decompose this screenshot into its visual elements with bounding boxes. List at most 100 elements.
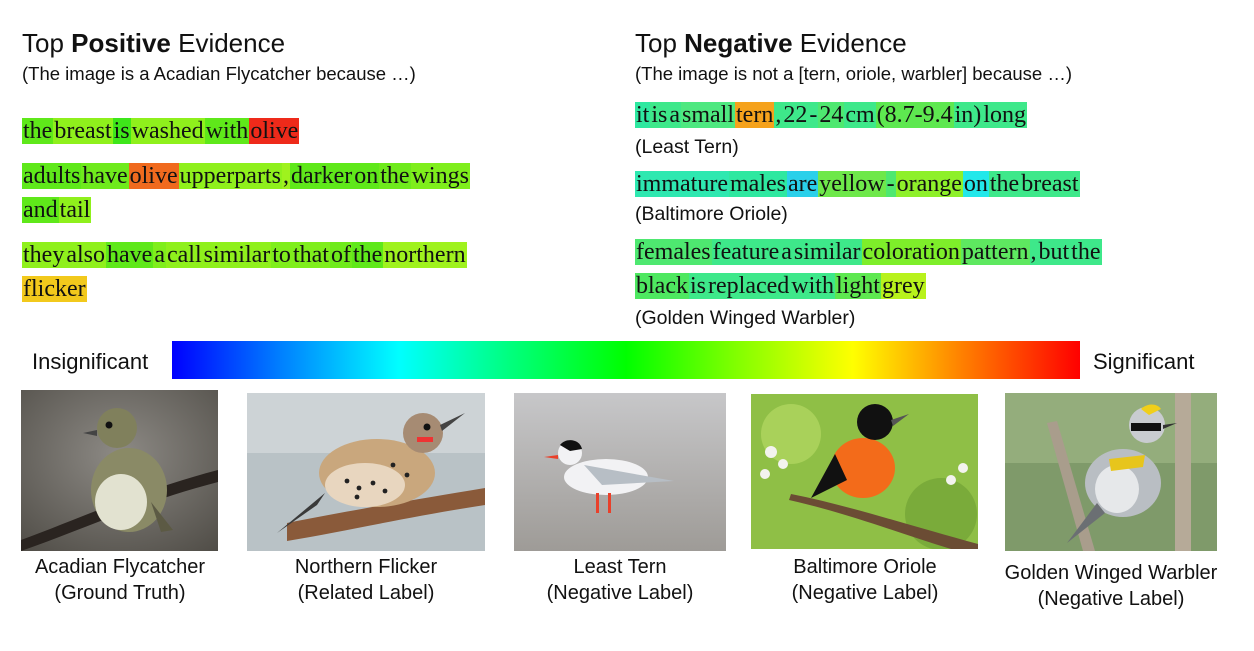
evidence-token: with: [790, 273, 835, 299]
evidence-token: is: [650, 102, 669, 128]
evidence-token: ,: [281, 163, 290, 189]
acadian-flycatcher-caption: Acadian Flycatcher (Ground Truth): [0, 554, 240, 606]
evidence-token: olive: [249, 118, 300, 144]
golden-winged-warbler-photo: [1005, 393, 1217, 551]
bird-name: Golden Winged Warbler: [1004, 562, 1218, 584]
positive-sentence-2: adultshaveoliveupperparts,darkeronthewin…: [22, 159, 602, 227]
evidence-token: (8.7-9.4: [875, 102, 954, 128]
negative-evidence-title: Top Negative Evidence: [635, 28, 907, 58]
evidence-token: ,: [1029, 239, 1038, 265]
negative-source-2: (Baltimore Oriole): [635, 203, 788, 225]
evidence-token: olive: [128, 163, 179, 189]
sentence-line: thebreastiswashedwitholive: [22, 114, 602, 148]
evidence-token: have: [106, 242, 154, 268]
evidence-token: a: [668, 102, 682, 128]
significance-colorbar: [172, 341, 1080, 379]
evidence-token: breast: [53, 118, 113, 144]
positive-evidence-title: Top Positive Evidence: [22, 28, 285, 58]
positive-title-prefix: Top: [22, 28, 72, 58]
evidence-token: males: [728, 171, 787, 197]
evidence-token: coloration: [861, 239, 961, 265]
sentence-line: theyalsohaveacallsimilartothatofthenorth…: [22, 238, 602, 272]
evidence-token: on: [353, 163, 380, 189]
bird-name: Northern Flicker: [294, 556, 438, 578]
golden-winged-warbler-caption: Golden Winged Warbler (Negative Label): [991, 560, 1231, 612]
negative-title-suffix: Evidence: [792, 28, 907, 58]
evidence-token: 22: [782, 102, 809, 128]
negative-sentence-2: immaturemalesareyellow-orangeonthebreast: [635, 167, 1235, 201]
evidence-token: orange: [895, 171, 963, 197]
evidence-token: similar: [202, 242, 272, 268]
evidence-token: and: [22, 197, 59, 223]
bird-role: (Negative Label): [791, 582, 939, 604]
evidence-token: -: [885, 171, 896, 197]
sentence-line: andtail: [22, 193, 602, 227]
evidence-token: are: [786, 171, 819, 197]
evidence-token: wings: [410, 163, 470, 189]
evidence-token: upperparts: [178, 163, 282, 189]
evidence-token: the: [351, 242, 384, 268]
evidence-token: a: [780, 239, 793, 265]
sentence-line: femalesfeatureasimilarcolorationpattern,…: [635, 235, 1235, 269]
evidence-token: call: [165, 242, 203, 268]
evidence-token: the: [379, 163, 411, 189]
bird-name: Least Tern: [573, 556, 667, 578]
evidence-token: 24: [818, 102, 845, 128]
baltimore-oriole-caption: Baltimore Oriole (Negative Label): [745, 554, 985, 606]
evidence-token: northern: [383, 242, 467, 268]
evidence-token: long: [982, 102, 1027, 128]
bird-role: (Related Label): [297, 582, 435, 604]
evidence-token: have: [81, 163, 129, 189]
negative-source-1: (Least Tern): [635, 136, 739, 158]
evidence-token: in): [953, 102, 983, 128]
sentence-line: immaturemalesareyellow-orangeonthebreast: [635, 167, 1235, 201]
evidence-token: flicker: [22, 276, 87, 302]
positive-title-bold: Positive: [71, 28, 171, 58]
northern-flicker-caption: Northern Flicker (Related Label): [246, 554, 486, 606]
northern-flicker-photo: [247, 393, 485, 551]
evidence-token: with: [204, 118, 250, 144]
evidence-token: similar: [792, 239, 862, 265]
evidence-token: adults: [22, 163, 82, 189]
evidence-token: immature: [635, 171, 729, 197]
negative-sentence-1: itisasmalltern,22-24cm(8.7-9.4in)long: [635, 98, 1235, 132]
evidence-token: of: [329, 242, 352, 268]
evidence-token: females: [635, 239, 712, 265]
evidence-token: to: [271, 242, 292, 268]
evidence-token: is: [112, 118, 131, 144]
evidence-token: ,: [774, 102, 783, 128]
sentence-line: adultshaveoliveupperparts,darkeronthewin…: [22, 159, 602, 193]
evidence-token: yellow: [818, 171, 886, 197]
negative-title-prefix: Top: [635, 28, 685, 58]
evidence-token: tern: [735, 102, 775, 128]
negative-sentence-3: femalesfeatureasimilarcolorationpattern,…: [635, 235, 1235, 303]
evidence-token: tail: [58, 197, 92, 223]
evidence-token: but: [1037, 239, 1071, 265]
evidence-token: washed: [130, 118, 205, 144]
negative-evidence-subtitle: (The image is not a [tern, oriole, warbl…: [635, 63, 1072, 84]
least-tern-photo: [514, 393, 726, 551]
evidence-token: small: [681, 102, 736, 128]
acadian-flycatcher-photo: [21, 390, 218, 551]
least-tern-caption: Least Tern (Negative Label): [500, 554, 740, 606]
evidence-token: a: [153, 242, 166, 268]
evidence-token: it: [635, 102, 651, 128]
baltimore-oriole-photo: [751, 394, 978, 549]
evidence-token: they: [22, 242, 66, 268]
evidence-token: breast: [1020, 171, 1080, 197]
evidence-token: darker: [289, 163, 354, 189]
evidence-token: -: [808, 102, 819, 128]
evidence-token: the: [988, 171, 1021, 197]
sentence-line: blackisreplacedwithlightgrey: [635, 269, 1235, 303]
sentence-line: itisasmalltern,22-24cm(8.7-9.4in)long: [635, 98, 1235, 132]
bird-role: (Negative Label): [546, 582, 694, 604]
evidence-token: is: [688, 273, 707, 299]
positive-sentence-1: thebreastiswashedwitholive: [22, 114, 602, 148]
evidence-token: cm: [844, 102, 876, 128]
negative-source-3: (Golden Winged Warbler): [635, 307, 856, 329]
colorbar-left-label: Insignificant: [32, 349, 149, 374]
bird-name: Baltimore Oriole: [793, 556, 937, 578]
bird-role: (Ground Truth): [54, 582, 186, 604]
positive-title-suffix: Evidence: [170, 28, 286, 58]
sentence-line: flicker: [22, 272, 602, 306]
